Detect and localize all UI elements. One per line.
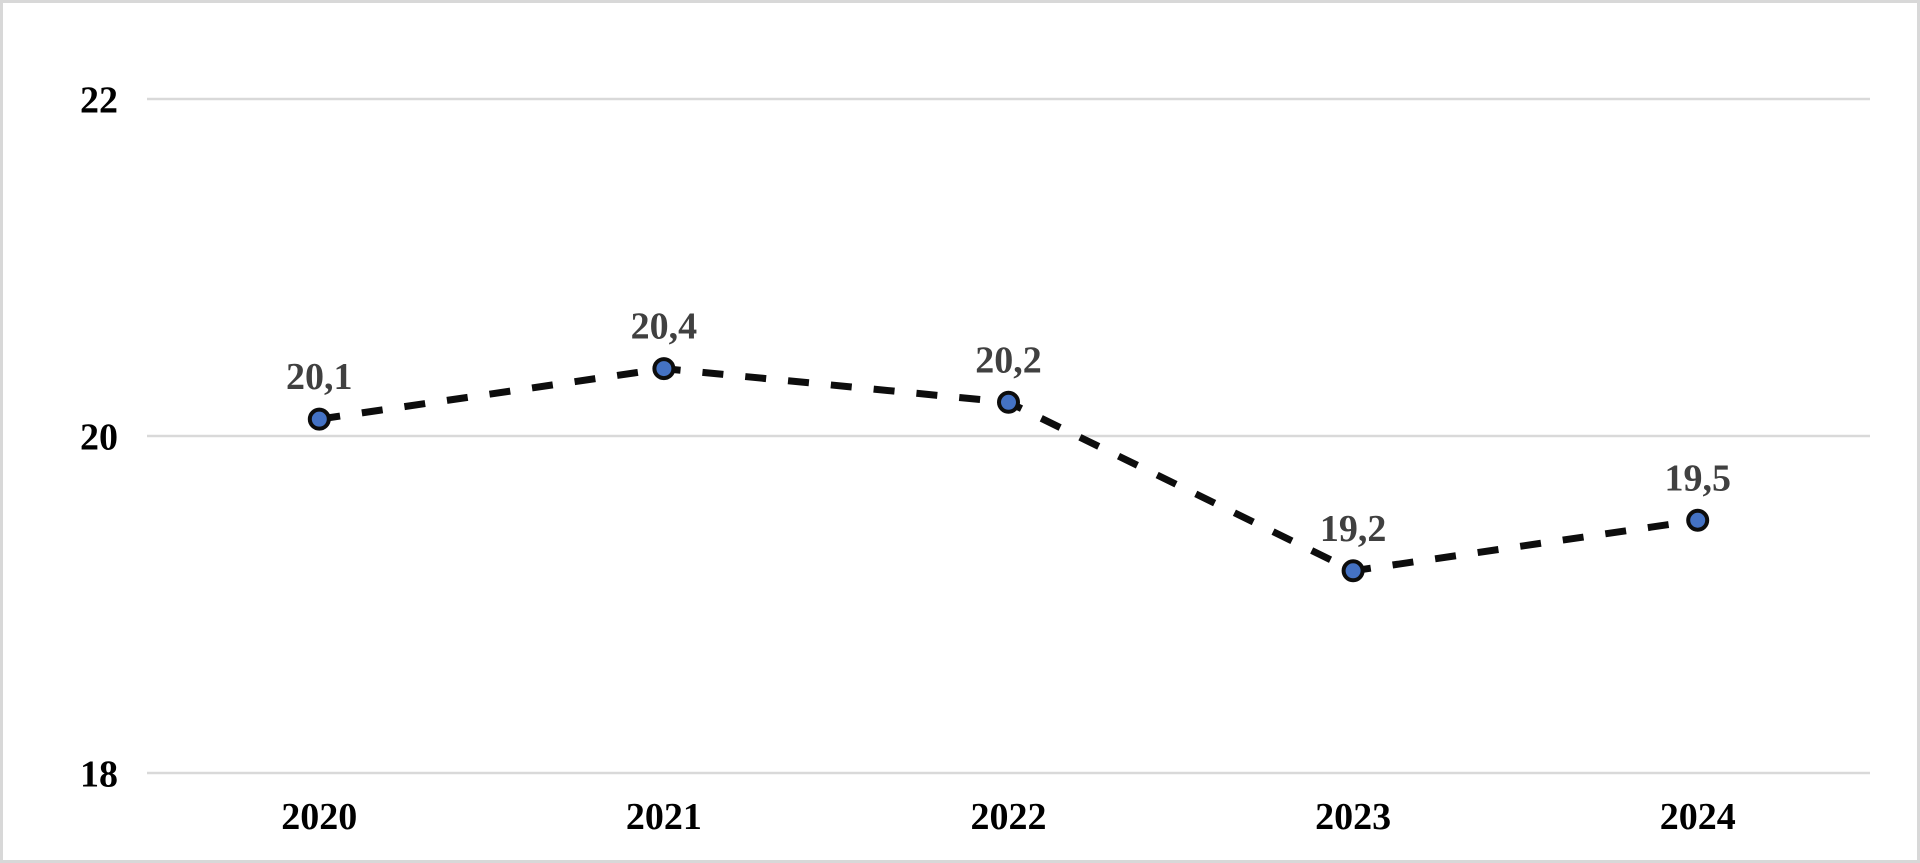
x-axis-tick-label-2020: 2020 [281,796,357,838]
y-axis-tick-label: 20 [80,417,118,459]
data-point-marker-2024 [1686,508,1710,532]
y-axis-tick-label: 22 [80,80,118,122]
y-axis-tick-label: 18 [80,754,118,796]
data-point-marker-2023 [1341,559,1365,583]
x-axis-tick-label-2021: 2021 [626,796,702,838]
data-point-marker-2020 [307,407,331,431]
x-axis-tick-label-2022: 2022 [971,796,1047,838]
data-point-marker-2021 [652,357,676,381]
x-axis-tick-label-2024: 2024 [1660,796,1736,838]
data-point-label-2020: 20,1 [286,356,353,398]
data-point-marker-2022 [997,390,1020,414]
data-point-label-2022: 20,2 [975,339,1042,381]
x-axis-tick-label-2023: 2023 [1315,796,1391,838]
data-point-label-2023: 19,2 [1320,508,1387,550]
data-point-label-2021: 20,4 [631,306,698,348]
data-point-label-2024: 19,5 [1664,457,1731,499]
